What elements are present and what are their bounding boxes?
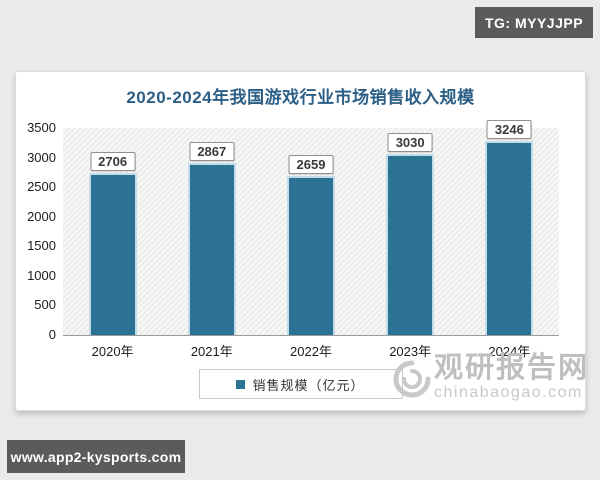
- x-axis-label: 2021年: [190, 344, 233, 359]
- bar-value-label: 3246: [486, 120, 532, 139]
- plot-area: 2706 2867 2659 3030 3246: [63, 120, 559, 336]
- y-axis-tick: 3500: [27, 120, 56, 135]
- y-axis-tick: 3000: [27, 149, 56, 165]
- watermark: 观研报告网 chinabaogao.com: [390, 352, 589, 404]
- y-axis: 3500 3000 2500 2000 1500 1000 500 0: [16, 120, 56, 342]
- x-axis-label: 2020年: [91, 344, 134, 359]
- telegram-badge: TG: MYYJJPP: [475, 7, 593, 38]
- bar: [88, 173, 137, 335]
- bar: [286, 176, 335, 335]
- legend-swatch-icon: [236, 379, 246, 389]
- y-axis-tick: 1500: [27, 238, 56, 254]
- x-axis-label: 2022年: [290, 344, 332, 359]
- legend: 销售规模（亿元）: [198, 369, 403, 399]
- bar: [485, 141, 534, 335]
- bar-value-label: 2706: [90, 152, 136, 171]
- bar: [187, 163, 236, 335]
- bar-column: 2867: [162, 128, 261, 335]
- bar-column: 2659: [261, 128, 360, 335]
- y-axis-tick: 2500: [27, 179, 56, 195]
- site-url-badge: www.app2-kysports.com: [7, 440, 185, 473]
- chart-title: 2020-2024年我国游戏行业市场销售收入规模: [126, 88, 475, 107]
- x-axis-label: 2024年: [488, 344, 531, 359]
- bar-value-label: 3030: [387, 133, 433, 152]
- bar: [386, 154, 435, 335]
- watermark-text: 观研报告网 chinabaogao.com: [434, 352, 589, 402]
- watermark-url: chinabaogao.com: [433, 384, 583, 401]
- chart-card: 2020-2024年我国游戏行业市场销售收入规模 3500 3000 2500 200…: [15, 71, 589, 411]
- y-axis-tick: 500: [34, 297, 56, 313]
- legend-label: 销售规模（亿元）: [252, 377, 365, 393]
- bar-value-label: 2659: [288, 155, 334, 174]
- y-axis-tick: 0: [48, 327, 56, 342]
- bar-value-label: 2867: [189, 142, 235, 161]
- y-axis-tick: 2000: [27, 208, 56, 224]
- x-axis-label: 2023年: [389, 344, 432, 359]
- y-axis-tick: 1000: [27, 267, 56, 283]
- bar-column: 2706: [63, 128, 162, 335]
- bar-column: 3030: [361, 128, 460, 335]
- x-axis-labels: 2020年 2021年 2022年 2023年 2024年: [63, 341, 559, 359]
- bar-column: 3246: [460, 120, 559, 335]
